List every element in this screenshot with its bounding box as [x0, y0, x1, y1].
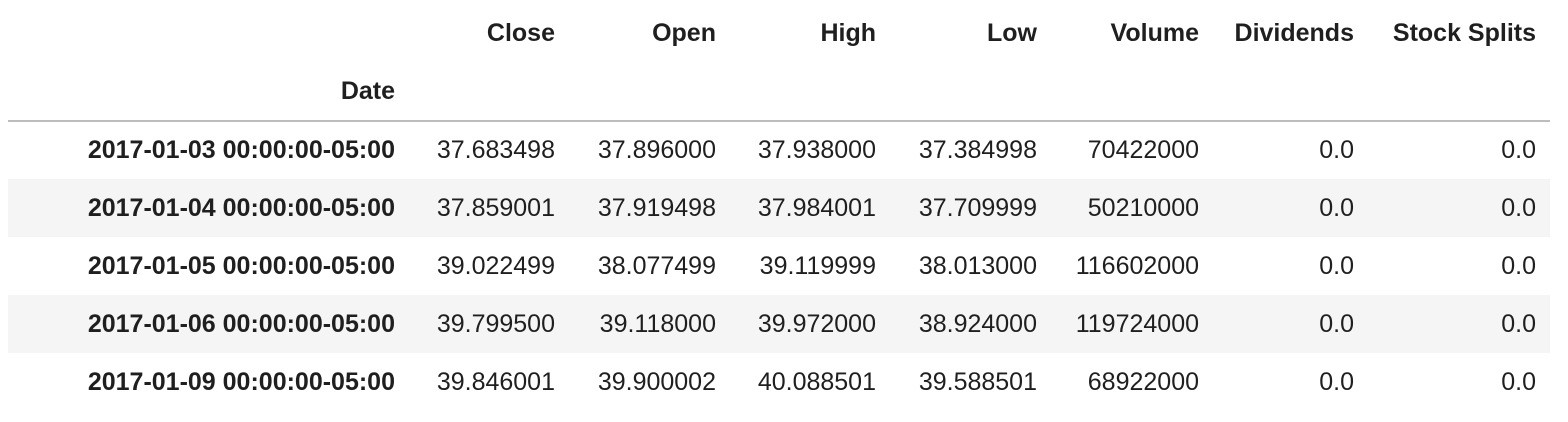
cell-dividends: 0.0	[1319, 309, 1354, 338]
column-header-low: Low	[987, 18, 1037, 47]
column-header-row: Close Open High Low Volume Dividends Sto…	[8, 4, 1550, 62]
column-header-high: High	[820, 18, 876, 47]
cell-stock-splits: 0.0	[1501, 309, 1536, 338]
cell-high: 39.119999	[759, 251, 876, 280]
table-row: 2017-01-04 00:00:00-05:00 37.859001 37.919…	[8, 179, 1550, 237]
table-row: 2017-01-05 00:00:00-05:00 39.022499 38.077…	[8, 237, 1550, 295]
cell-high: 37.938000	[757, 136, 876, 164]
cell-open: 38.077499	[597, 251, 716, 280]
table-body: 2017-01-03 00:00:00-05:00 37.683498 37.896…	[8, 121, 1550, 411]
cell-high: 40.088501	[757, 367, 876, 396]
cell-dividends: 0.0	[1319, 367, 1354, 396]
table-row: 2017-01-06 00:00:00-05:00 39.799500 39.118…	[8, 295, 1550, 353]
cell-volume: 68922000	[1087, 367, 1199, 396]
cell-stock-splits: 0.0	[1501, 136, 1536, 164]
cell-volume: 50210000	[1087, 193, 1199, 222]
cell-open: 39.900002	[597, 367, 716, 396]
cell-dividends: 0.0	[1319, 251, 1354, 280]
cell-low: 39.588501	[918, 367, 1037, 396]
cell-open: 39.118000	[599, 309, 716, 338]
header-blank-cell	[8, 4, 409, 62]
cell-open: 37.896000	[597, 136, 716, 164]
cell-volume: 70422000	[1087, 136, 1199, 164]
cell-volume: 119724000	[1075, 309, 1199, 338]
column-header-open: Open	[652, 18, 716, 47]
cell-stock-splits: 0.0	[1501, 367, 1536, 396]
row-index-date: 2017-01-03 00:00:00-05:00	[87, 136, 395, 164]
cell-close: 39.022499	[436, 251, 555, 280]
row-index-date: 2017-01-06 00:00:00-05:00	[87, 309, 395, 338]
cell-open: 37.919498	[597, 193, 716, 222]
column-header-volume: Volume	[1110, 18, 1199, 47]
dataframe-table: Close Open High Low Volume Dividends Sto…	[8, 4, 1550, 411]
column-header-dividends: Dividends	[1234, 18, 1354, 47]
cell-dividends: 0.0	[1319, 136, 1354, 164]
table-row: 2017-01-09 00:00:00-05:00 39.846001 39.900…	[8, 353, 1550, 411]
row-index-date: 2017-01-04 00:00:00-05:00	[87, 193, 395, 222]
cell-low: 37.384998	[918, 136, 1037, 164]
column-header-close: Close	[486, 18, 555, 47]
cell-stock-splits: 0.0	[1501, 193, 1536, 222]
cell-volume: 116602000	[1075, 251, 1199, 280]
cell-stock-splits: 0.0	[1501, 251, 1536, 280]
index-name-row: Date	[8, 62, 1550, 121]
cell-close: 37.859001	[436, 193, 555, 222]
cell-dividends: 0.0	[1319, 193, 1354, 222]
cell-high: 39.972000	[757, 309, 876, 338]
row-index-date: 2017-01-09 00:00:00-05:00	[87, 367, 395, 396]
cell-close: 37.683498	[436, 136, 555, 164]
cell-low: 38.924000	[918, 309, 1037, 338]
index-name-header: Date	[340, 76, 395, 105]
dataframe-output: Close Open High Low Volume Dividends Sto…	[8, 4, 1550, 411]
cell-close: 39.846001	[436, 367, 555, 396]
column-header-stock-splits: Stock Splits	[1392, 18, 1536, 47]
cell-low: 37.709999	[918, 193, 1037, 222]
cell-close: 39.799500	[436, 309, 555, 338]
row-index-date: 2017-01-05 00:00:00-05:00	[87, 251, 395, 280]
cell-high: 37.984001	[757, 193, 876, 222]
cell-low: 38.013000	[918, 251, 1037, 280]
table-row: 2017-01-03 00:00:00-05:00 37.683498 37.896…	[8, 121, 1550, 179]
